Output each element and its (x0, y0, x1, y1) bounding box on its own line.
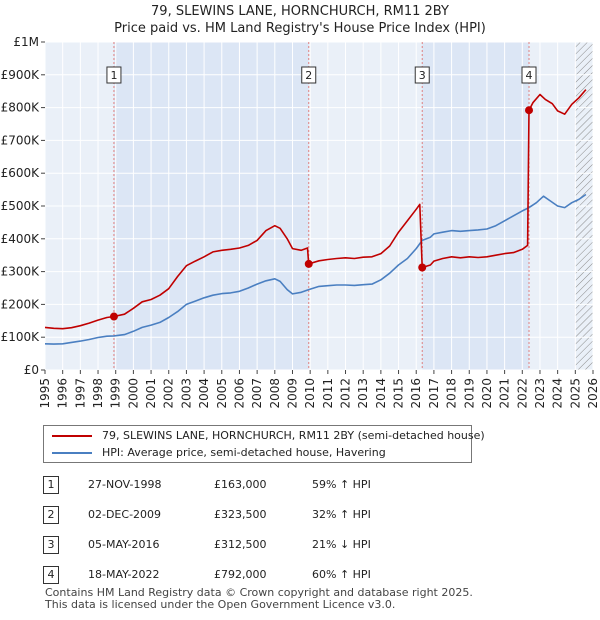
sale-price: £792,000 (214, 568, 267, 581)
title-line-2: Price paid vs. HM Land Registry's House … (114, 21, 486, 36)
y-tick-label: £800K (1, 101, 41, 115)
x-tick-label: 1999 (109, 378, 123, 409)
sale-label-box-1 (106, 66, 122, 84)
y-tick-label: £500K (1, 199, 41, 213)
sale-point-4 (525, 106, 534, 115)
x-tick-label: 2012 (339, 378, 353, 409)
sale-label-1: 1 (110, 69, 117, 82)
x-tick-label: 1997 (73, 378, 87, 409)
sale-label-4: 4 (526, 69, 533, 82)
legend-item-hpi: HPI: Average price, semi-detached house,… (52, 445, 386, 461)
sale-number-badge: 1 (43, 476, 59, 494)
table-row: 2 02-DEC-2009 £323,500 32% ↑ HPI (0, 506, 600, 524)
legend-item-property: 79, SLEWINS LANE, HORNCHURCH, RM11 2BY (… (52, 428, 485, 444)
footer-attribution: Contains HM Land Registry data © Crown c… (45, 587, 473, 611)
y-tick-label: £100K (1, 330, 41, 344)
title-line-1: 79, SLEWINS LANE, HORNCHURCH, RM11 2BY (151, 4, 449, 19)
chart-title: 79, SLEWINS LANE, HORNCHURCH, RM11 2BY P… (0, 3, 600, 37)
x-tick-label: 2014 (374, 378, 388, 409)
x-tick-label: 2018 (445, 378, 459, 409)
y-tick-label: £0 (24, 363, 39, 377)
sale-number-badge: 3 (43, 536, 59, 554)
x-tick-label: 1995 (38, 378, 52, 409)
sale-price: £312,500 (214, 538, 267, 551)
table-row: 1 27-NOV-1998 £163,000 59% ↑ HPI (0, 476, 600, 494)
x-tick-label: 2026 (586, 378, 600, 409)
x-tick-label: 1996 (56, 378, 70, 409)
sale-label-box-4 (521, 66, 537, 84)
x-tick-label: 2007 (250, 378, 264, 409)
x-tick-label: 2013 (356, 378, 370, 409)
footer-line-2: This data is licensed under the Open Gov… (45, 598, 396, 611)
x-tick-label: 2017 (427, 378, 441, 409)
property-series-line (44, 89, 587, 330)
x-tick-label: 2016 (409, 378, 423, 409)
sale-point-3 (418, 263, 427, 272)
y-tick-label: £200K (1, 297, 41, 311)
sale-hpi-change: 59% ↑ HPI (312, 478, 371, 491)
y-tick-label: £400K (1, 232, 41, 246)
x-tick-label: 2019 (462, 378, 476, 409)
sale-hpi-change: 21% ↓ HPI (312, 538, 371, 551)
price-chart: 1 2 3 4 £0 £100K £200K £300K £400K £500K £600K £70… (1, 35, 600, 409)
x-tick-label: 2024 (551, 378, 565, 409)
sale-label-box-2 (301, 66, 317, 84)
x-tick-label: 2009 (285, 378, 299, 409)
legend-swatch-property (52, 435, 92, 437)
sale-hpi-change: 32% ↑ HPI (312, 508, 371, 521)
sale-number-badge: 2 (43, 506, 59, 524)
sale-point-1 (109, 312, 118, 321)
legend-swatch-hpi (52, 452, 92, 454)
x-tick-label: 2020 (480, 378, 494, 409)
x-tick-label: 2023 (533, 378, 547, 409)
legend: 79, SLEWINS LANE, HORNCHURCH, RM11 2BY (… (43, 425, 485, 463)
x-tick-label: 2015 (392, 378, 406, 409)
sale-point-2 (304, 259, 313, 268)
x-tick-label: 2000 (126, 378, 140, 409)
x-tick-label: 2011 (321, 378, 335, 409)
sale-price: £163,000 (214, 478, 267, 491)
sale-label-2: 2 (305, 69, 312, 82)
x-tick-label: 2022 (515, 378, 529, 409)
sale-label-3: 3 (419, 69, 426, 82)
sale-date: 05-MAY-2016 (88, 538, 160, 551)
legend-label-hpi: HPI: Average price, semi-detached house,… (102, 446, 386, 459)
sale-date: 18-MAY-2022 (88, 568, 160, 581)
sale-date: 27-NOV-1998 (88, 478, 162, 491)
footer-line-1: Contains HM Land Registry data © Crown c… (45, 586, 473, 599)
x-tick-label: 2005 (215, 378, 229, 409)
hpi-series-line (44, 193, 587, 345)
y-tick-label: £600K (1, 166, 41, 180)
x-tick-label: 2001 (144, 378, 158, 409)
sale-label-box-3 (414, 66, 430, 84)
y-tick-label: £1M (13, 35, 39, 49)
x-tick-label: 2008 (268, 378, 282, 409)
legend-label-property: 79, SLEWINS LANE, HORNCHURCH, RM11 2BY (… (102, 429, 485, 442)
x-tick-label: 2004 (197, 378, 211, 409)
sale-price: £323,500 (214, 508, 267, 521)
x-tick-label: 2002 (162, 378, 176, 409)
x-tick-label: 2006 (232, 378, 246, 409)
x-tick-label: 2025 (568, 378, 582, 409)
y-tick-label: £700K (1, 133, 41, 147)
sale-hpi-change: 60% ↑ HPI (312, 568, 371, 581)
x-tick-label: 2003 (179, 378, 193, 409)
x-tick-label: 2010 (303, 378, 317, 409)
y-tick-label: £300K (1, 265, 41, 279)
sale-number-badge: 4 (43, 566, 59, 584)
sale-date: 02-DEC-2009 (88, 508, 162, 521)
y-tick-label: £900K (1, 68, 41, 82)
x-tick-label: 2021 (498, 378, 512, 409)
x-tick-label: 1998 (91, 378, 105, 409)
table-row: 4 18-MAY-2022 £792,000 60% ↑ HPI (0, 566, 600, 584)
table-row: 3 05-MAY-2016 £312,500 21% ↓ HPI (0, 536, 600, 554)
